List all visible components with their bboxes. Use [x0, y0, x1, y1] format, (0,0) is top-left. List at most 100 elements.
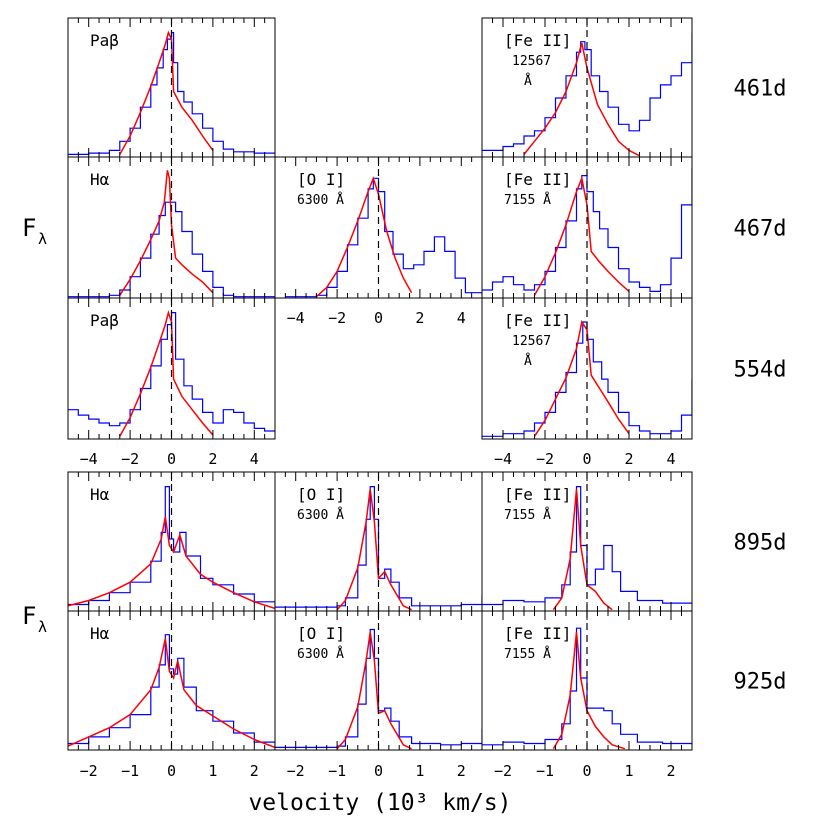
panel-plot-area	[482, 32, 692, 157]
line-label: Paβ	[90, 311, 119, 330]
line-label: [Fe II]	[504, 624, 571, 643]
wavelength-label: 6300 Å	[297, 192, 344, 208]
x-tick-label: 0	[582, 450, 591, 468]
x-tick-label: 2	[666, 762, 675, 780]
x-tick-label: 4	[666, 450, 675, 468]
model-profile	[336, 631, 412, 750]
panel-1: [Fe II] 12567 Å	[481, 17, 693, 158]
x-tick-label: −2	[536, 450, 554, 468]
y-axis-label-top: F	[22, 214, 36, 242]
panel-layer: Paβ [Fe II] 12567 Å Hα [O I] 6300 Å [Fe II] 7155…	[67, 17, 693, 751]
x-tick-label: 4	[457, 309, 466, 327]
line-label: Paβ	[90, 31, 119, 50]
wavelength-label-unit: Å	[524, 73, 532, 89]
model-profile	[315, 176, 413, 298]
panel-5: Paβ	[67, 297, 276, 440]
epoch-label: 895d	[734, 531, 787, 556]
panel-plot-area	[275, 486, 482, 611]
panel-10: Hα	[67, 610, 276, 751]
x-tick-label: 2	[250, 762, 259, 780]
epoch-label: 467d	[734, 217, 787, 242]
model-profile	[336, 489, 412, 611]
model-profile	[523, 42, 640, 157]
line-label: [O I]	[297, 485, 345, 504]
line-label: [O I]	[297, 624, 345, 643]
observed-spectrum	[275, 486, 482, 608]
model-profile	[533, 320, 630, 437]
epoch-label: 461d	[734, 77, 787, 102]
observed-spectrum	[482, 486, 692, 606]
x-tick-label: −2	[80, 762, 98, 780]
x-tick-label: −2	[121, 450, 139, 468]
line-label: Hα	[90, 485, 110, 504]
x-tick-label: 0	[167, 762, 176, 780]
x-tick-label: 1	[624, 762, 633, 780]
observed-spectrum	[482, 167, 692, 292]
x-tick-label: −1	[121, 762, 139, 780]
x-tick-label: 0	[374, 309, 383, 327]
x-tick-label: −2	[494, 762, 512, 780]
epoch-label: 554d	[734, 358, 787, 383]
x-tick-label: −4	[494, 450, 512, 468]
wavelength-label: 7155 Å	[504, 192, 551, 208]
model-profile	[119, 170, 214, 296]
wavelength-label-unit: Å	[524, 353, 532, 369]
line-label: [O I]	[297, 170, 345, 189]
panel-9: [Fe II] 7155 Å	[481, 471, 693, 612]
x-tick-label: 0	[582, 762, 591, 780]
observed-spectrum	[482, 627, 692, 746]
x-tick-label: −1	[536, 762, 554, 780]
panel-plot-area	[482, 320, 692, 437]
panel-2: Hα	[67, 156, 276, 299]
line-label: [Fe II]	[504, 31, 571, 50]
x-tick-label: 4	[250, 450, 259, 468]
x-tick-label: −4	[80, 450, 98, 468]
x-tick-label: −2	[287, 762, 305, 780]
wavelength-label: 6300 Å	[297, 507, 344, 523]
label-layer: F λ F λ velocity (10³ km/s) 461d 467d 554d…	[22, 77, 786, 817]
model-profile	[552, 489, 613, 611]
x-tick-label: 2	[208, 450, 217, 468]
line-label: Hα	[90, 170, 110, 189]
x-tick-label: −2	[328, 309, 346, 327]
x-tick-label: 2	[415, 309, 424, 327]
x-tick-label: 1	[208, 762, 217, 780]
x-axis-label: velocity (10³ km/s)	[248, 790, 511, 816]
observed-spectrum	[68, 486, 275, 606]
model-profile	[119, 309, 214, 437]
panel-8: [O I] 6300 Å	[274, 471, 483, 612]
panel-6: [Fe II] 12567 Å	[481, 297, 693, 440]
wavelength-label: 12567	[512, 334, 551, 349]
line-label: [Fe II]	[504, 170, 571, 189]
wavelength-label: 7155 Å	[504, 507, 551, 523]
x-tick-label: 2	[457, 762, 466, 780]
model-profile	[119, 30, 214, 155]
observed-spectrum	[482, 321, 692, 437]
line-label: Hα	[90, 624, 110, 643]
panel-0: Paβ	[67, 17, 276, 158]
panel-plot-area	[482, 486, 692, 611]
x-tick-label: −4	[287, 309, 305, 327]
line-label: [Fe II]	[504, 485, 571, 504]
panel-plot-area	[482, 167, 692, 296]
x-tick-label: 2	[624, 450, 633, 468]
panel-7: Hα	[67, 471, 276, 612]
model-profile	[533, 175, 630, 296]
line-label: [Fe II]	[504, 311, 571, 330]
epoch-label: 925d	[734, 670, 787, 695]
x-tick-label: 0	[167, 450, 176, 468]
x-tick-label: 0	[374, 762, 383, 780]
y-axis-label-bottom: F	[22, 602, 36, 630]
x-tick-label: 1	[415, 762, 424, 780]
panel-3: [O I] 6300 Å	[274, 156, 483, 299]
x-tick-label: −1	[328, 762, 346, 780]
y-axis-label-top-sub: λ	[38, 230, 47, 248]
model-profile	[552, 632, 626, 750]
wavelength-label: 6300 Å	[297, 646, 344, 662]
panel-12: [Fe II] 7155 Å	[481, 610, 693, 751]
panel-plot-area	[285, 176, 482, 298]
y-axis-label-bottom-sub: λ	[38, 618, 47, 636]
observed-spectrum	[275, 628, 482, 748]
wavelength-label: 7155 Å	[504, 646, 551, 662]
wavelength-label: 12567	[512, 54, 551, 69]
